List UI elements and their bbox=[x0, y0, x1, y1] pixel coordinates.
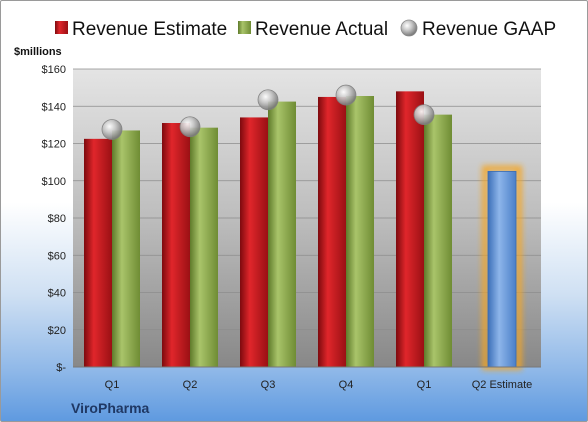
x-axis-ticks: Q1 Q2 Q3 Q4 Q1 Q2 Estimate bbox=[105, 379, 533, 391]
bar-q2-estimate bbox=[487, 171, 517, 368]
marker-revenue-gaap bbox=[413, 104, 435, 126]
x-tick-label: Q2 bbox=[183, 379, 198, 391]
x-tick-label: Q4 bbox=[339, 379, 354, 391]
x-tick-label: Q1 bbox=[105, 379, 120, 391]
marker-revenue-gaap bbox=[179, 116, 201, 138]
bars bbox=[84, 91, 522, 370]
legend: Revenue Estimate Revenue Actual Revenue … bbox=[55, 19, 556, 40]
bar-revenue-estimate bbox=[162, 123, 190, 367]
y-tick-label: $100 bbox=[42, 176, 66, 188]
y-tick-label: $80 bbox=[48, 213, 66, 225]
legend-item-revenue-actual: Revenue Actual bbox=[238, 19, 388, 40]
legend-marker-revenue-gaap bbox=[400, 19, 418, 37]
bar-revenue-estimate bbox=[396, 91, 424, 367]
y-tick-label: $160 bbox=[42, 64, 66, 76]
bar-revenue-actual bbox=[346, 96, 374, 367]
legend-label-revenue-actual: Revenue Actual bbox=[255, 19, 388, 40]
y-tick-label: $120 bbox=[42, 139, 66, 151]
legend-item-revenue-gaap: Revenue GAAP bbox=[400, 19, 556, 40]
y-tick-label: $40 bbox=[48, 288, 66, 300]
bar-revenue-estimate bbox=[240, 117, 268, 367]
marker-revenue-gaap bbox=[101, 119, 123, 140]
y-axis-unit-label: $millions bbox=[14, 46, 62, 58]
x-tick-label: Q3 bbox=[261, 379, 276, 391]
legend-label-revenue-gaap: Revenue GAAP bbox=[422, 19, 556, 40]
bar-revenue-actual bbox=[268, 101, 296, 367]
gridlines bbox=[73, 68, 541, 331]
bar-revenue-actual bbox=[424, 114, 452, 367]
company-name: ViroPharma bbox=[71, 400, 150, 416]
bar-revenue-estimate bbox=[84, 138, 112, 367]
x-tick-label: Q2 Estimate bbox=[472, 379, 533, 391]
gaap-markers bbox=[101, 84, 435, 140]
legend-swatch-revenue-estimate bbox=[55, 21, 68, 34]
bar-revenue-actual bbox=[112, 130, 140, 367]
y-tick-label: $- bbox=[56, 362, 66, 374]
legend-label-revenue-estimate: Revenue Estimate bbox=[72, 19, 227, 40]
marker-revenue-gaap bbox=[335, 84, 357, 106]
x-tick-label: Q1 bbox=[417, 379, 432, 391]
marker-revenue-gaap bbox=[257, 89, 279, 111]
y-axis-ticks: $- $20 $40 $60 $80 $100 $120 $140 $160 bbox=[42, 64, 67, 374]
y-tick-label: $20 bbox=[48, 325, 66, 337]
y-tick-label: $140 bbox=[42, 101, 66, 113]
y-tick-label: $60 bbox=[48, 250, 66, 262]
bar-revenue-actual bbox=[190, 127, 218, 367]
legend-item-revenue-estimate: Revenue Estimate bbox=[55, 19, 227, 40]
bar-revenue-estimate bbox=[318, 96, 346, 367]
legend-swatch-revenue-actual bbox=[238, 21, 251, 34]
